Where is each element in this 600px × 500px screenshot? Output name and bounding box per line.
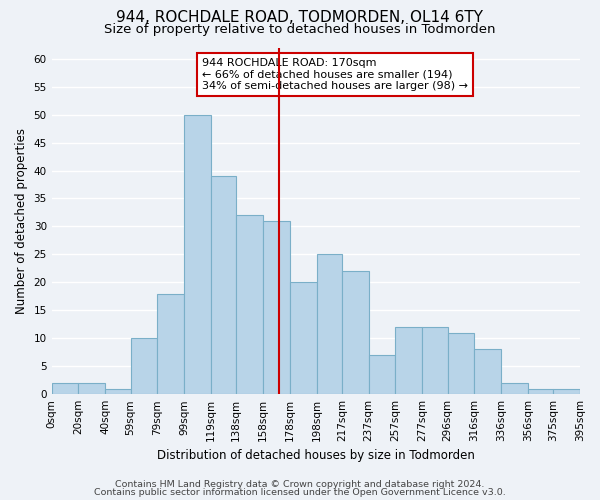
Bar (553, 388, 580, 394)
Bar (79, 383, 105, 394)
Bar (105, 388, 131, 394)
Bar (422, 327, 448, 394)
Y-axis label: Number of detached properties: Number of detached properties (15, 128, 28, 314)
Bar (368, 355, 395, 394)
Text: Size of property relative to detached houses in Todmorden: Size of property relative to detached ho… (104, 22, 496, 36)
Bar (580, 388, 600, 394)
Bar (211, 176, 236, 394)
Bar (290, 282, 317, 394)
Bar (395, 327, 422, 394)
Bar (131, 338, 157, 394)
Bar (236, 215, 263, 394)
Bar (52, 383, 79, 394)
Text: 944 ROCHDALE ROAD: 170sqm
← 66% of detached houses are smaller (194)
34% of semi: 944 ROCHDALE ROAD: 170sqm ← 66% of detac… (202, 58, 468, 91)
Bar (263, 221, 290, 394)
X-axis label: Distribution of detached houses by size in Todmorden: Distribution of detached houses by size … (157, 450, 475, 462)
Text: Contains public sector information licensed under the Open Government Licence v3: Contains public sector information licen… (94, 488, 506, 497)
Bar (157, 294, 184, 394)
Bar (342, 271, 368, 394)
Text: Contains HM Land Registry data © Crown copyright and database right 2024.: Contains HM Land Registry data © Crown c… (115, 480, 485, 489)
Bar (184, 114, 211, 394)
Bar (528, 388, 553, 394)
Bar (501, 383, 528, 394)
Text: 944, ROCHDALE ROAD, TODMORDEN, OL14 6TY: 944, ROCHDALE ROAD, TODMORDEN, OL14 6TY (116, 10, 484, 25)
Bar (448, 332, 475, 394)
Bar (317, 254, 342, 394)
Bar (475, 350, 501, 394)
